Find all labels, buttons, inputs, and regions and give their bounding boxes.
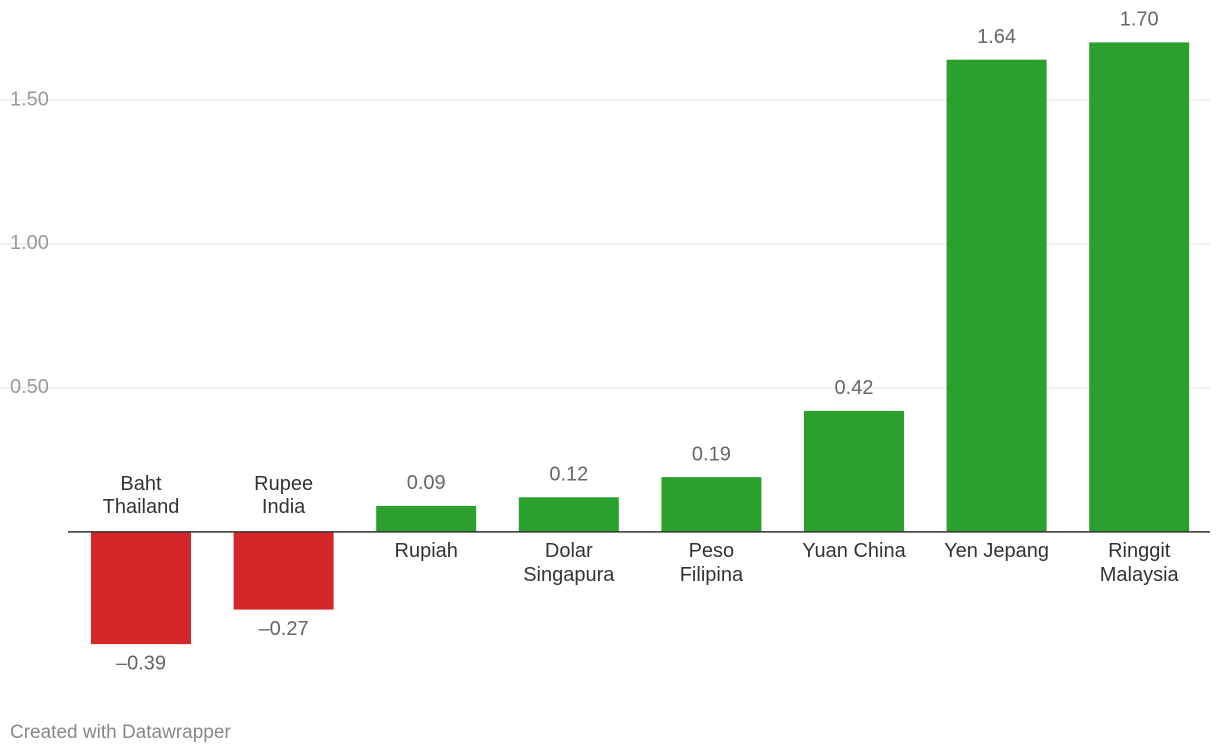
bar — [233, 531, 334, 610]
bar — [1089, 42, 1190, 532]
value-label: –0.39 — [116, 652, 166, 674]
bar — [376, 505, 477, 532]
x-tick-label: Thailand — [103, 496, 180, 518]
x-tick-label: Dolar — [545, 540, 593, 562]
value-label: 0.19 — [692, 443, 731, 465]
x-tick-label: Peso — [689, 540, 735, 562]
bar — [518, 497, 619, 532]
bar — [661, 477, 762, 532]
value-label: 1.70 — [1120, 9, 1159, 31]
value-label: 1.64 — [977, 26, 1016, 48]
y-tick-label: 1.50 — [10, 88, 49, 110]
y-tick-label: 1.00 — [10, 232, 49, 254]
x-tick-label: Yuan China — [802, 540, 906, 562]
value-label: 0.12 — [549, 464, 588, 486]
x-tick-label: Singapura — [523, 564, 615, 586]
bar — [91, 531, 191, 645]
x-tick-label: India — [262, 496, 306, 518]
bar — [804, 410, 904, 532]
x-tick-label: Rupee — [254, 473, 313, 495]
x-tick-label: Ringgit — [1108, 540, 1171, 562]
x-tick-label: Malaysia — [1100, 564, 1180, 586]
value-label: –0.27 — [259, 618, 309, 640]
value-label: 0.09 — [407, 472, 446, 494]
y-tick-label: 0.50 — [10, 376, 49, 398]
x-tick-label: Filipina — [680, 564, 744, 586]
value-label: 0.42 — [835, 377, 874, 399]
x-tick-label: Rupiah — [395, 540, 458, 562]
footer: Created with Datawrapper — [10, 722, 231, 743]
bar — [946, 59, 1047, 532]
x-tick-label: Baht — [120, 473, 162, 495]
x-tick-label: Yen Jepang — [944, 540, 1049, 562]
